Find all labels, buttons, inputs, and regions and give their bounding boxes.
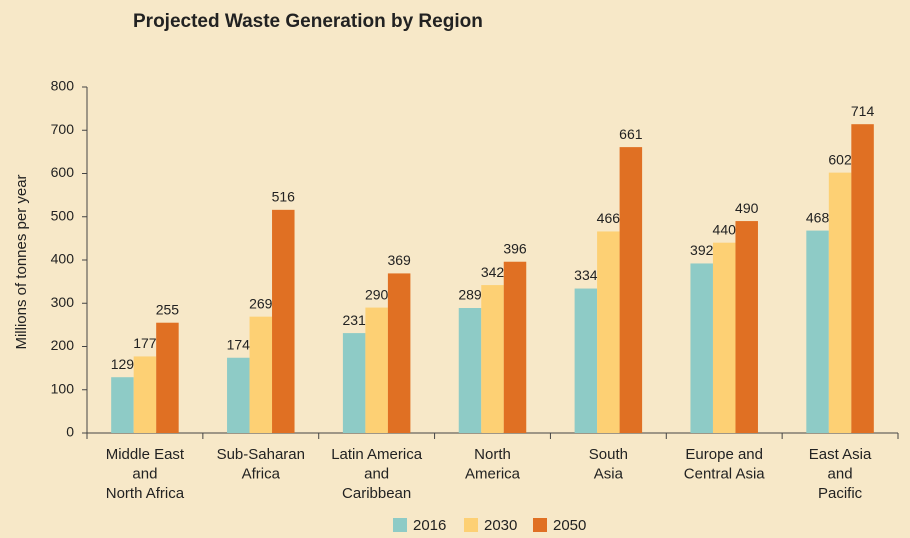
value-label: 466	[597, 210, 621, 226]
x-tick-label: Sub-Saharan	[217, 446, 305, 463]
bar	[342, 333, 366, 433]
x-tick-label: and	[828, 465, 853, 482]
x-tick-label: and	[132, 465, 157, 482]
bar	[481, 285, 504, 433]
y-tick-label: 600	[51, 164, 75, 180]
y-tick-label: 800	[51, 78, 75, 94]
x-tick-label: South	[589, 446, 628, 463]
bar	[597, 231, 620, 433]
x-tick-label: North	[474, 446, 511, 463]
y-axis-title: Millions of tonnes per year	[13, 174, 30, 349]
bar	[574, 288, 598, 433]
value-label: 342	[481, 264, 505, 280]
bar	[458, 308, 482, 433]
bar	[619, 147, 643, 433]
legend-label: 2050	[553, 517, 586, 534]
legend-swatch	[393, 518, 407, 532]
x-tick-label: Middle East	[106, 446, 185, 463]
bar	[249, 316, 273, 433]
y-tick-label: 0	[66, 424, 74, 440]
x-tick-label: Pacific	[818, 485, 863, 502]
bar	[387, 273, 411, 433]
x-tick-label: America	[465, 465, 521, 482]
value-label: 269	[249, 295, 273, 311]
value-label: 255	[156, 301, 180, 317]
value-label: 177	[133, 335, 157, 351]
y-tick-label: 100	[51, 380, 75, 396]
value-label: 602	[828, 151, 852, 167]
y-tick-label: 400	[51, 251, 75, 267]
x-tick-label: Latin America	[331, 446, 423, 463]
y-tick-label: 500	[51, 207, 75, 223]
value-label: 440	[713, 221, 737, 237]
value-label: 396	[503, 240, 527, 256]
value-label: 289	[458, 287, 482, 303]
bar	[735, 221, 758, 433]
bar	[503, 261, 527, 433]
value-label: 129	[111, 356, 135, 372]
value-label: 490	[735, 200, 759, 216]
bar	[111, 377, 134, 433]
legend-swatch	[533, 518, 547, 532]
bar	[156, 322, 179, 433]
bar	[712, 242, 736, 433]
bar	[851, 124, 874, 433]
bar	[272, 209, 295, 433]
y-tick-label: 300	[51, 294, 75, 310]
x-tick-label: Europe and	[685, 446, 763, 463]
x-tick-label: Asia	[594, 465, 624, 482]
value-label: 174	[227, 336, 251, 352]
legend-label: 2016	[413, 517, 446, 534]
bar	[828, 172, 852, 433]
x-tick-label: Caribbean	[342, 485, 411, 502]
bar	[133, 356, 157, 433]
legend-swatch	[464, 518, 478, 532]
value-label: 516	[272, 189, 296, 205]
value-label: 468	[806, 209, 830, 225]
value-label: 661	[619, 126, 643, 142]
bar	[365, 307, 388, 433]
value-label: 290	[365, 286, 389, 302]
bar	[690, 263, 713, 433]
value-label: 392	[690, 242, 714, 258]
x-tick-label: North Africa	[106, 485, 185, 502]
value-label: 369	[387, 252, 411, 268]
y-tick-label: 200	[51, 337, 75, 353]
x-tick-label: East Asia	[809, 446, 872, 463]
y-tick-label: 700	[51, 121, 75, 137]
value-label: 334	[574, 267, 598, 283]
legend-label: 2030	[484, 517, 517, 534]
bar	[227, 357, 250, 433]
chart-title: Projected Waste Generation by Region	[133, 11, 483, 32]
value-label: 714	[851, 103, 875, 119]
bar	[806, 230, 829, 433]
x-tick-label: and	[364, 465, 389, 482]
x-tick-label: Africa	[242, 465, 281, 482]
value-label: 231	[342, 312, 366, 328]
x-tick-label: Central Asia	[684, 465, 766, 482]
